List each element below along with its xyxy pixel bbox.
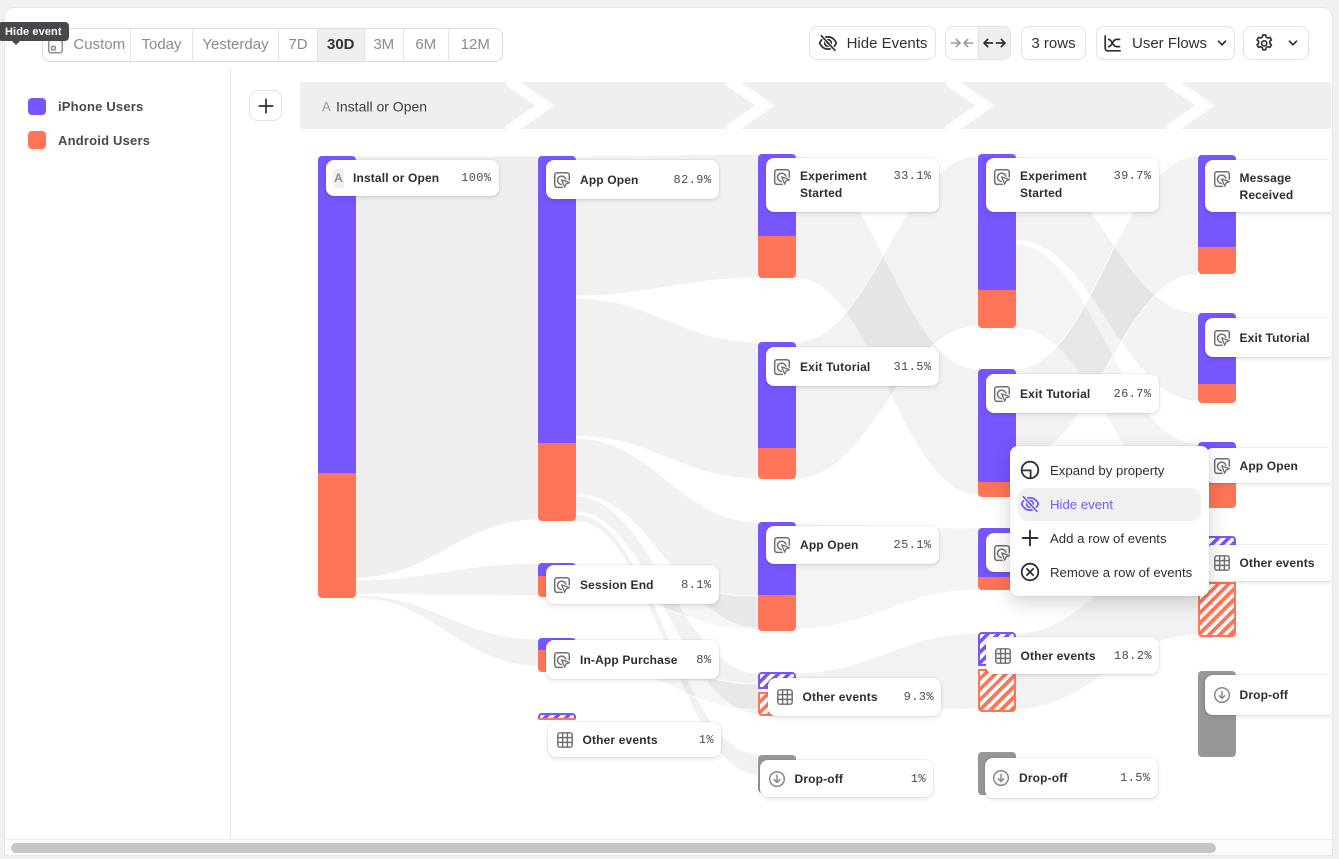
svg-text:A: A xyxy=(322,99,331,114)
svg-text:Install or Open: Install or Open xyxy=(336,99,427,115)
